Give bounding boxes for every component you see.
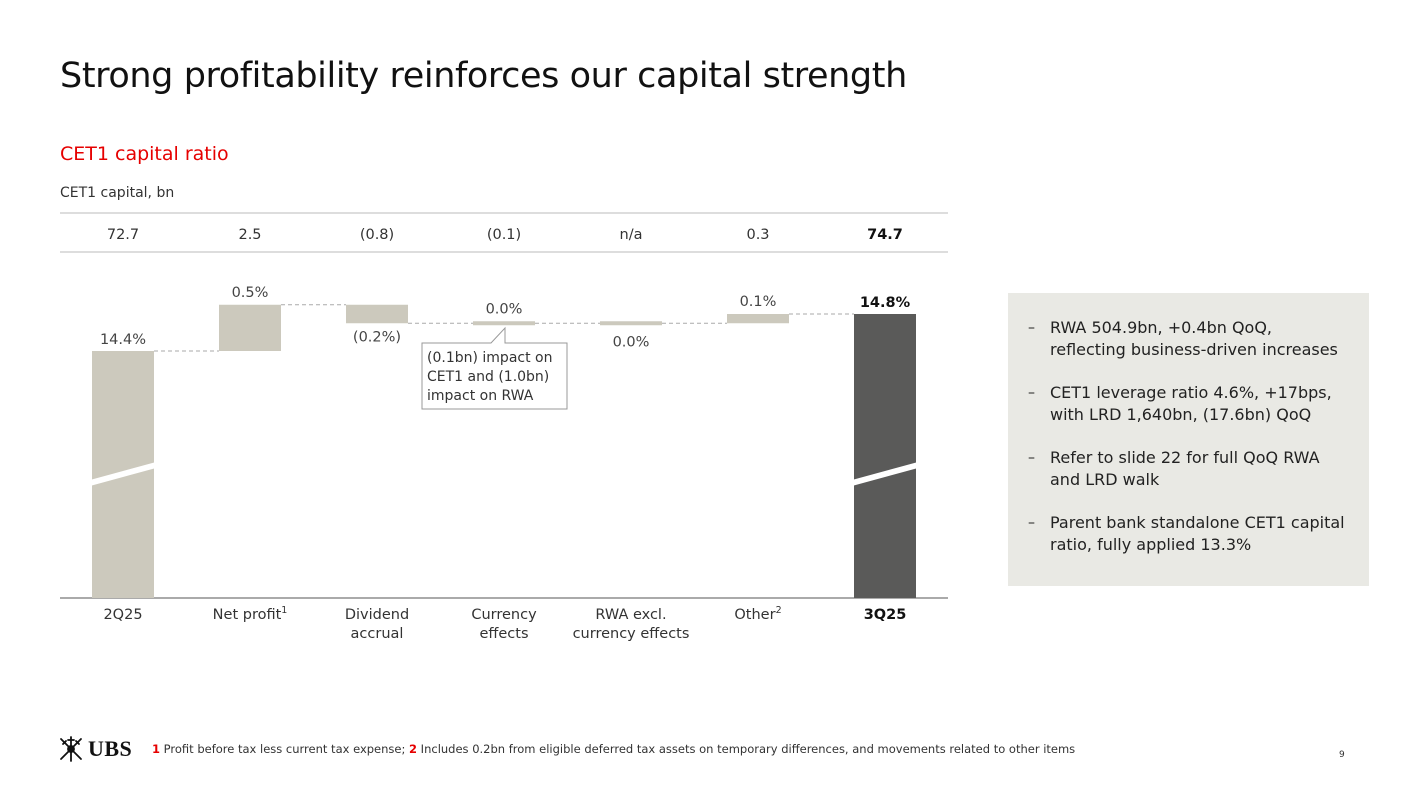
- footnote-2-text: Includes 0.2bn from eligible deferred ta…: [417, 742, 1076, 756]
- ratio-label-dividend-accrual: (0.2%): [353, 329, 401, 345]
- key-point-2: – CET1 leverage ratio 4.6%, +17bps, with L…: [1028, 382, 1345, 426]
- category-label-dividend-accrual-line2: accrual: [351, 626, 404, 642]
- footnote-ref-1: 1: [281, 605, 287, 616]
- key-point-1: – RWA 504.9bn, +0.4bn QoQ, reflecting busi…: [1028, 317, 1345, 361]
- ratio-label-other: 0.1%: [740, 294, 777, 310]
- bullet-dash: –: [1028, 385, 1035, 401]
- currency-callout: (0.1bn) impact on CET1 and (1.0bn) impact …: [421, 326, 568, 410]
- bar-connectors: [154, 304, 854, 352]
- key-points-panel: – RWA 504.9bn, +0.4bn QoQ, reflecting busi…: [1008, 293, 1369, 586]
- ratio-label-net-profit: 0.5%: [232, 285, 269, 301]
- key-point-3-line-1: Refer to slide 22 for full QoQ RWA: [1050, 448, 1320, 467]
- footnote-1-text: Profit before tax less current tax expen…: [160, 742, 410, 756]
- bar-other: [727, 314, 789, 324]
- axis-break-2q25: [90, 462, 156, 486]
- ratio-labels: 14.4% 0.5% (0.2%) 0.0% 0.0% 0.1% 14.8%: [100, 285, 911, 351]
- capital-value-currency-effects: (0.1): [487, 227, 521, 243]
- key-point-4-line-2: ratio, fully applied 13.3%: [1050, 535, 1252, 554]
- category-label-other: Other2: [734, 605, 781, 623]
- callout-line-3: impact on RWA: [427, 388, 534, 404]
- bullet-dash: –: [1028, 450, 1035, 466]
- chart-subtitle: CET1 capital ratio: [60, 143, 229, 165]
- category-label-net-profit: Net profit1: [213, 605, 288, 623]
- bar-rwa-excl-currency-effects: [600, 321, 662, 326]
- key-point-1-line-2: reflecting business-driven increases: [1050, 340, 1338, 359]
- capital-value-3q25: 74.7: [867, 227, 903, 243]
- ratio-label-3q25: 14.8%: [860, 295, 911, 311]
- category-label-rwa-excl-currency-effects-line2: currency effects: [573, 626, 690, 642]
- capital-value-2q25: 72.7: [107, 227, 139, 243]
- capital-value-dividend-accrual: (0.8): [360, 227, 394, 243]
- footnote-ref-2: 2: [776, 605, 782, 616]
- ratio-label-2q25: 14.4%: [100, 332, 146, 348]
- callout-line-1: (0.1bn) impact on: [427, 350, 552, 366]
- capital-values-row: 72.7 2.5 (0.8) (0.1) n/a 0.3 74.7: [107, 227, 903, 243]
- key-point-4: – Parent bank standalone CET1 capital rati…: [1028, 512, 1345, 556]
- category-labels: 2Q25 Net profit1 Dividend accrual Currency ef…: [103, 605, 906, 642]
- capital-units-label: CET1 capital, bn: [60, 185, 175, 201]
- ratio-label-rwa-excl-currency-effects: 0.0%: [613, 334, 650, 350]
- bar-3q25: [854, 314, 916, 598]
- page-title: Strong profitability reinforces our capi…: [60, 56, 907, 96]
- key-point-4-line-1: Parent bank standalone CET1 capital: [1050, 513, 1345, 532]
- category-label-currency-effects-line1: Currency: [471, 607, 537, 623]
- axis-breaks: [90, 462, 918, 486]
- key-point-3: – Refer to slide 22 for full QoQ RWA and L…: [1028, 447, 1345, 491]
- category-label-3q25: 3Q25: [864, 607, 907, 623]
- bullet-dash: –: [1028, 515, 1035, 531]
- page-number: 9: [1339, 750, 1345, 760]
- capital-value-rwa-excl-currency-effects: n/a: [620, 227, 643, 243]
- key-point-2-line-2: with LRD 1,640bn, (17.6bn) QoQ: [1050, 405, 1312, 424]
- key-point-3-line-2: and LRD walk: [1050, 470, 1160, 489]
- category-label-2q25: 2Q25: [103, 607, 142, 623]
- callout-box: [421, 326, 568, 410]
- bar-dividend-accrual: [346, 304, 408, 324]
- key-point-2-line-1: CET1 leverage ratio 4.6%, +17bps,: [1050, 383, 1332, 402]
- ratio-label-currency-effects: 0.0%: [486, 301, 523, 317]
- capital-value-other: 0.3: [746, 227, 769, 243]
- footnote-2-number: 2: [409, 742, 418, 756]
- cet1-waterfall-chart: 72.7 2.5 (0.8) (0.1) n/a 0.3 74.7 14.4% 0.5% (0.…: [60, 212, 948, 642]
- category-label-currency-effects-line2: effects: [479, 626, 528, 642]
- bar-currency-effects: [473, 321, 535, 326]
- capital-value-net-profit: 2.5: [238, 227, 261, 243]
- bar-net-profit: [219, 304, 281, 351]
- key-points-list: – RWA 504.9bn, +0.4bn QoQ, reflecting busi…: [1008, 293, 1369, 556]
- footnote-1-number: 1: [152, 742, 161, 756]
- callout-line-2: CET1 and (1.0bn): [427, 369, 549, 385]
- key-point-1-line-1: RWA 504.9bn, +0.4bn QoQ,: [1050, 318, 1273, 337]
- logo-text: UBS: [88, 736, 133, 761]
- category-label-rwa-excl-currency-effects-line1: RWA excl.: [595, 607, 666, 623]
- category-label-dividend-accrual-line1: Dividend: [345, 607, 409, 623]
- ubs-keys-icon: [60, 736, 82, 762]
- ubs-logo: UBS: [58, 735, 132, 763]
- footnotes: 1 Profit before tax less current tax exp…: [152, 742, 1075, 756]
- bullet-dash: –: [1028, 320, 1035, 336]
- axis-break-3q25: [852, 462, 918, 486]
